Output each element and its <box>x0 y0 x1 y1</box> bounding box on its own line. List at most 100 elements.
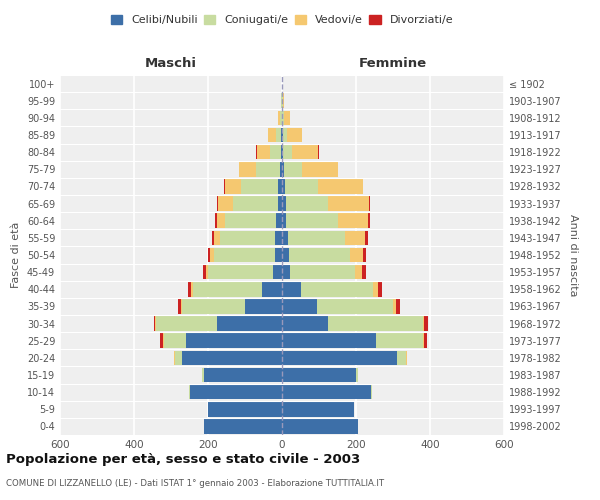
Bar <box>224 214 277 228</box>
Y-axis label: Anni di nascita: Anni di nascita <box>568 214 578 296</box>
Bar <box>397 350 406 365</box>
Bar <box>369 196 370 211</box>
Bar <box>190 385 282 400</box>
Bar <box>173 350 175 365</box>
Bar <box>282 230 287 245</box>
Bar <box>406 350 407 365</box>
Bar <box>277 214 282 228</box>
Bar <box>328 316 422 331</box>
Bar <box>217 196 218 211</box>
Bar <box>280 162 282 176</box>
Bar <box>362 179 364 194</box>
Bar <box>208 265 273 280</box>
Bar <box>282 350 397 365</box>
Bar <box>239 162 256 176</box>
Bar <box>212 230 214 245</box>
Bar <box>203 265 206 280</box>
Bar <box>365 230 368 245</box>
Bar <box>186 334 282 348</box>
Bar <box>245 299 282 314</box>
Bar <box>284 110 290 125</box>
Bar <box>208 402 282 416</box>
Bar <box>193 282 262 296</box>
Bar <box>218 196 233 211</box>
Bar <box>282 385 371 400</box>
Bar <box>278 110 280 125</box>
Bar <box>424 334 427 348</box>
Bar <box>328 196 369 211</box>
Bar <box>338 214 368 228</box>
Bar <box>282 316 328 331</box>
Bar <box>233 196 278 211</box>
Bar <box>204 368 282 382</box>
Bar <box>422 334 424 348</box>
Bar <box>284 162 302 176</box>
Bar <box>257 145 270 160</box>
Bar <box>396 299 400 314</box>
Bar <box>290 265 355 280</box>
Y-axis label: Fasce di età: Fasce di età <box>11 222 21 288</box>
Bar <box>350 248 362 262</box>
Bar <box>282 179 285 194</box>
Bar <box>393 299 396 314</box>
Bar <box>182 350 282 365</box>
Bar <box>191 282 193 296</box>
Bar <box>189 385 190 400</box>
Bar <box>217 214 224 228</box>
Bar <box>317 299 393 314</box>
Bar <box>283 110 284 125</box>
Bar <box>301 282 373 296</box>
Bar <box>368 214 370 228</box>
Bar <box>362 248 365 262</box>
Text: Popolazione per età, sesso e stato civile - 2003: Popolazione per età, sesso e stato civil… <box>6 452 360 466</box>
Bar <box>220 230 275 245</box>
Bar <box>318 179 362 194</box>
Bar <box>282 162 284 176</box>
Bar <box>422 316 424 331</box>
Bar <box>286 196 328 211</box>
Bar <box>282 419 358 434</box>
Bar <box>241 179 278 194</box>
Bar <box>278 196 282 211</box>
Bar <box>181 299 182 314</box>
Bar <box>262 282 282 296</box>
Bar <box>281 145 282 160</box>
Bar <box>270 145 281 160</box>
Bar <box>268 128 276 142</box>
Bar <box>256 162 280 176</box>
Bar <box>282 334 376 348</box>
Bar <box>182 299 245 314</box>
Bar <box>281 128 282 142</box>
Bar <box>278 179 282 194</box>
Bar <box>215 214 217 228</box>
Bar <box>282 402 354 416</box>
Bar <box>282 128 283 142</box>
Bar <box>282 248 289 262</box>
Bar <box>373 282 378 296</box>
Bar <box>214 230 220 245</box>
Bar <box>302 162 337 176</box>
Legend: Celibi/Nubili, Coniugati/e, Vedovi/e, Divorziati/e: Celibi/Nubili, Coniugati/e, Vedovi/e, Di… <box>106 10 458 30</box>
Bar <box>282 196 286 211</box>
Bar <box>275 230 282 245</box>
Bar <box>292 145 318 160</box>
Bar <box>214 248 275 262</box>
Bar <box>276 128 281 142</box>
Bar <box>285 179 318 194</box>
Bar <box>282 282 301 296</box>
Bar <box>282 368 356 382</box>
Bar <box>362 265 366 280</box>
Bar <box>178 299 181 314</box>
Bar <box>208 248 210 262</box>
Bar <box>175 350 182 365</box>
Bar <box>204 419 282 434</box>
Bar <box>287 230 345 245</box>
Bar <box>202 368 204 382</box>
Bar <box>217 316 282 331</box>
Bar <box>224 179 241 194</box>
Bar <box>155 316 156 331</box>
Bar <box>283 145 292 160</box>
Bar <box>156 316 217 331</box>
Text: COMUNE DI LIZZANELLO (LE) - Dati ISTAT 1° gennaio 2003 - Elaborazione TUTTITALIA: COMUNE DI LIZZANELLO (LE) - Dati ISTAT 1… <box>6 479 384 488</box>
Bar <box>282 299 317 314</box>
